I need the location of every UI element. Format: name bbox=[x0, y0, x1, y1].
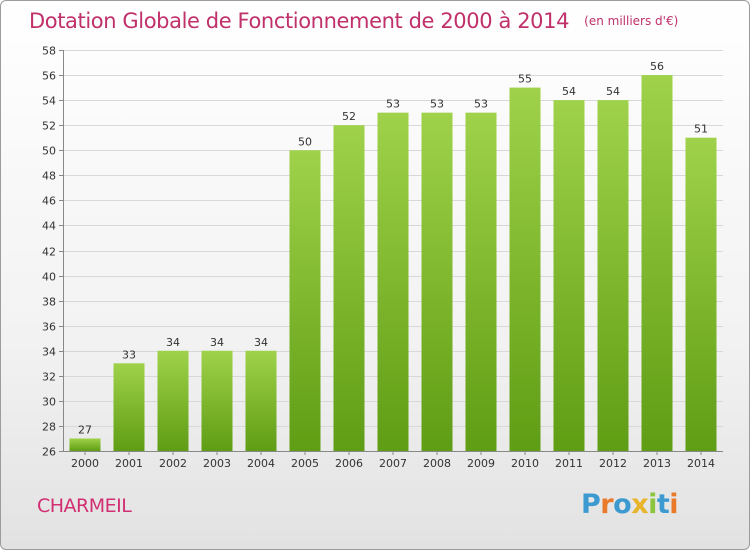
x-tick-label: 2002 bbox=[159, 457, 187, 470]
x-tick-label: 2001 bbox=[115, 457, 143, 470]
y-tick-label: 34 bbox=[42, 346, 56, 359]
data-label: 34 bbox=[254, 336, 268, 349]
data-label: 53 bbox=[386, 98, 400, 111]
y-tick-label: 50 bbox=[42, 145, 56, 158]
y-tick-label: 26 bbox=[42, 446, 56, 459]
x-tick-label: 2012 bbox=[599, 457, 627, 470]
x-tick-label: 2006 bbox=[335, 457, 363, 470]
data-label: 34 bbox=[166, 336, 180, 349]
bar bbox=[465, 112, 497, 451]
y-tick-label: 42 bbox=[42, 246, 56, 259]
bar bbox=[509, 87, 541, 451]
bar bbox=[333, 125, 365, 451]
data-label: 51 bbox=[694, 123, 708, 136]
y-tick-label: 48 bbox=[42, 170, 56, 183]
y-tick-label: 28 bbox=[42, 421, 56, 434]
bar bbox=[685, 137, 717, 451]
bar bbox=[69, 438, 101, 451]
bar bbox=[201, 350, 233, 451]
data-label: 34 bbox=[210, 336, 224, 349]
logo-letter: o bbox=[613, 489, 632, 520]
logo-letter: P bbox=[581, 489, 601, 520]
y-tick-label: 40 bbox=[42, 271, 56, 284]
y-tick-label: 32 bbox=[42, 371, 56, 384]
bar bbox=[289, 150, 321, 451]
chart-header: Dotation Globale de Fonctionnement de 20… bbox=[29, 9, 678, 33]
data-label: 33 bbox=[122, 348, 136, 361]
x-tick-label: 2013 bbox=[643, 457, 671, 470]
logo-letter: x bbox=[631, 489, 649, 520]
logo-letter: r bbox=[600, 489, 614, 520]
data-label: 52 bbox=[342, 110, 356, 123]
y-tick-label: 30 bbox=[42, 396, 56, 409]
x-tick-label: 2005 bbox=[291, 457, 319, 470]
bar bbox=[597, 100, 629, 451]
proxiti-logo: Proxiti bbox=[581, 489, 679, 520]
bar bbox=[377, 112, 409, 451]
x-tick-label: 2000 bbox=[71, 457, 99, 470]
y-tick-label: 54 bbox=[42, 95, 56, 108]
y-tick-label: 58 bbox=[42, 45, 56, 58]
logo-letter: t bbox=[656, 489, 670, 520]
data-label: 56 bbox=[650, 60, 664, 73]
data-label: 27 bbox=[78, 423, 92, 436]
data-label: 53 bbox=[430, 98, 444, 111]
chart-title: Dotation Globale de Fonctionnement de 20… bbox=[29, 9, 570, 33]
bars bbox=[69, 75, 717, 451]
data-label: 54 bbox=[606, 85, 620, 98]
logo-letter: i bbox=[648, 489, 657, 520]
bar bbox=[641, 75, 673, 451]
y-tick-label: 56 bbox=[42, 70, 56, 83]
bar bbox=[421, 112, 453, 451]
x-tick-label: 2003 bbox=[203, 457, 231, 470]
bar bbox=[245, 350, 277, 451]
y-tick-label: 46 bbox=[42, 195, 56, 208]
data-labels: 27 33 34 34 34 50 52 53 53 53 55 54 54 56 51 bbox=[78, 60, 708, 436]
chart-subtitle: (en milliers d'€) bbox=[584, 14, 679, 28]
data-label: 53 bbox=[474, 98, 488, 111]
tick-labels: 26 28 30 32 34 36 38 40 42 44 46 48 50 52 54 56 58 2000 20… bbox=[42, 45, 715, 471]
x-tick-label: 2004 bbox=[247, 457, 275, 470]
x-tick-label: 2007 bbox=[379, 457, 407, 470]
x-tick-label: 2008 bbox=[423, 457, 451, 470]
y-tick-label: 36 bbox=[42, 321, 56, 334]
bar bbox=[113, 363, 145, 451]
bar bbox=[553, 100, 585, 451]
x-tick-label: 2011 bbox=[555, 457, 583, 470]
y-tick-label: 44 bbox=[42, 220, 56, 233]
logo-letter: i bbox=[669, 489, 679, 520]
x-tick-label: 2010 bbox=[511, 457, 539, 470]
data-label: 55 bbox=[518, 73, 532, 86]
axes bbox=[59, 50, 723, 455]
city-name: CHARMEIL bbox=[37, 495, 132, 517]
y-tick-label: 52 bbox=[42, 120, 56, 133]
x-tick-label: 2009 bbox=[467, 457, 495, 470]
data-label: 54 bbox=[562, 85, 576, 98]
bar bbox=[157, 350, 189, 451]
x-tick-label: 2014 bbox=[687, 457, 715, 470]
y-tick-label: 38 bbox=[42, 296, 56, 309]
data-label: 50 bbox=[298, 135, 312, 148]
